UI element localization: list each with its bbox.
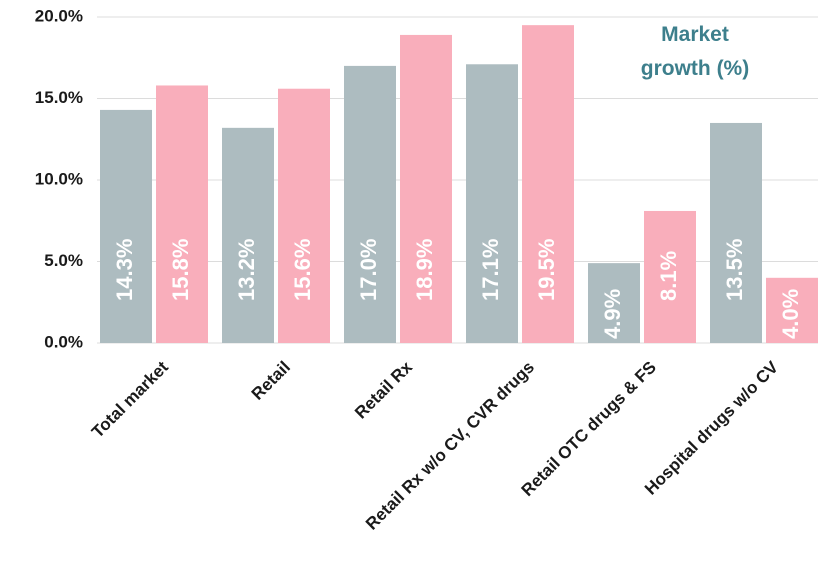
y-tick-label: 5.0% — [44, 251, 83, 270]
bar — [466, 64, 518, 344]
value-label: 13.5% — [722, 239, 747, 301]
bar — [522, 25, 574, 344]
value-label: 19.5% — [534, 239, 559, 301]
bar — [588, 263, 640, 343]
bar — [222, 127, 274, 343]
bar — [344, 65, 396, 344]
value-label: 15.8% — [168, 239, 193, 301]
value-label: 14.3% — [112, 239, 137, 301]
bar — [644, 210, 696, 343]
bar — [766, 277, 818, 343]
bar — [400, 34, 452, 344]
bar — [710, 122, 762, 343]
value-label: 18.9% — [412, 239, 437, 301]
bar — [156, 85, 208, 344]
y-tick-label: 10.0% — [35, 169, 83, 188]
bar — [100, 109, 152, 343]
value-label: 17.0% — [356, 239, 381, 301]
value-label: 4.9% — [600, 289, 625, 339]
y-tick-label: 15.0% — [35, 88, 83, 107]
y-tick-label: 0.0% — [44, 332, 83, 351]
value-label: 8.1% — [656, 251, 681, 301]
bar — [278, 88, 330, 343]
x-tick-label: Hospital drugs w/o CV — [641, 357, 782, 498]
value-label: 15.6% — [290, 239, 315, 301]
x-tick-label: Retail OTC drugs & FS — [518, 358, 660, 500]
x-tick-label: Retail — [248, 358, 294, 404]
y-tick-label: 20.0% — [35, 6, 83, 25]
x-tick-label: Retail Rx — [351, 357, 416, 422]
x-tick-label: Total market — [88, 357, 172, 441]
chart-title: Market growth (%) — [640, 23, 750, 80]
value-label: 4.0% — [778, 289, 803, 339]
value-label: 17.1% — [478, 239, 503, 301]
value-label: 13.2% — [234, 239, 259, 301]
